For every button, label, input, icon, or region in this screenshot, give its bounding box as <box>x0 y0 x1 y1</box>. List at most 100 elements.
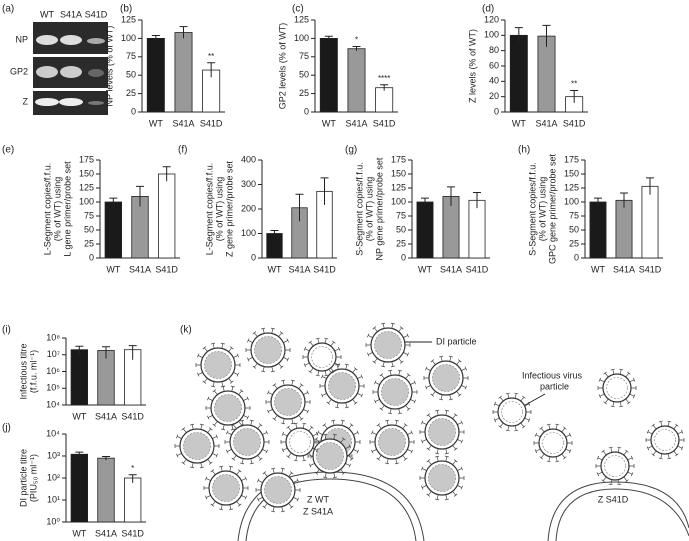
y-tick-label: 10⁶ <box>46 366 60 376</box>
x-tick-label: S41A <box>288 264 310 274</box>
x-tick-label: S41D <box>373 118 396 128</box>
band <box>36 35 58 45</box>
virus-particle <box>533 423 573 463</box>
y-axis-label: L-Segment copies/f.f.u. <box>204 163 214 256</box>
x-tick-label: S41D <box>155 264 178 274</box>
y-axis-label: GPC gene primer/probe set <box>547 153 557 264</box>
di-particle <box>224 419 270 465</box>
spikes <box>597 368 637 408</box>
membrane <box>547 481 689 541</box>
y-axis-label: (% of WT) using <box>52 177 62 242</box>
y-tick-label: 125 <box>79 182 94 192</box>
y-tick-label: 0 <box>401 252 406 262</box>
virus-particle <box>280 422 320 462</box>
error-bar <box>151 34 160 42</box>
y-tick-label: 50 <box>396 224 406 234</box>
bar <box>157 173 176 259</box>
x-tick-label: WT <box>512 118 526 128</box>
panel-letter: (b) <box>120 4 132 15</box>
y-axis-label: S-Segment copies/f.f.u. <box>527 162 537 256</box>
spikes <box>174 423 220 469</box>
di-particle <box>255 467 301 513</box>
diagram-label: Infectious virus <box>522 370 583 380</box>
y-tick-label: 50 <box>299 70 309 80</box>
band <box>35 98 59 106</box>
di-particle <box>265 379 311 425</box>
error-bar <box>295 193 304 222</box>
y-tick-label: 10³ <box>47 450 60 460</box>
lane-label: S41D <box>85 9 108 19</box>
error-bar <box>324 35 333 41</box>
y-tick-label: 25 <box>396 238 406 248</box>
error-bar <box>380 84 389 91</box>
error-bar <box>102 346 110 359</box>
spikes <box>645 420 685 460</box>
core <box>378 428 406 456</box>
error-bar <box>646 177 654 195</box>
row-label: GP2 <box>10 66 28 76</box>
panel-letter: (d) <box>482 4 494 15</box>
error-bar <box>136 185 144 207</box>
panel-letter: (f) <box>178 145 187 156</box>
y-axis-label: L gene primer/probe set <box>62 161 72 257</box>
core <box>214 394 242 422</box>
bar <box>319 38 338 113</box>
di-particle <box>195 342 241 388</box>
y-tick-label: 40 <box>489 76 499 86</box>
di-particle <box>205 385 251 431</box>
bar <box>146 38 165 113</box>
error-bar <box>128 474 137 483</box>
y-axis-label: Infectious titre <box>18 343 28 399</box>
y-tick-label: 100 <box>484 30 499 40</box>
y-tick-label: 80 <box>489 45 499 55</box>
core <box>233 428 261 456</box>
y-axis-label: NP gene primer/probe set <box>374 157 384 260</box>
virus-particle <box>492 392 532 432</box>
y-tick-label: 25 <box>299 88 309 98</box>
x-tick-label: S41D <box>121 528 144 538</box>
di-particle <box>419 409 465 455</box>
y-tick-label: 175 <box>79 154 94 164</box>
y-tick-label: 125 <box>294 14 309 24</box>
x-tick-label: WT <box>322 118 336 128</box>
y-tick-label: 125 <box>564 182 579 192</box>
core <box>328 372 356 400</box>
di-particle <box>203 465 249 511</box>
bar <box>97 457 115 523</box>
y-tick-label: 300 <box>241 179 256 189</box>
panel-letter: (i) <box>2 325 11 336</box>
error-bar <box>270 230 279 237</box>
error-bar <box>594 197 602 206</box>
y-tick-label: 10⁰ <box>46 516 60 526</box>
x-tick-label: S41A <box>440 264 462 274</box>
x-tick-label: WT <box>72 411 86 421</box>
y-tick-label: 60 <box>489 60 499 70</box>
bar <box>97 350 115 406</box>
y-axis-label: Z levels (% of WT) <box>467 29 477 103</box>
spikes <box>533 423 573 463</box>
spikes <box>280 422 320 462</box>
error-bar <box>352 45 361 51</box>
blot: (a) WT S41A S41D NP GP2 Z <box>2 4 108 115</box>
lane-label: WT <box>40 9 54 19</box>
core <box>311 346 333 368</box>
virus-particle <box>302 337 342 377</box>
y-tick-label: 10⁴ <box>46 428 60 438</box>
y-tick-label: 100 <box>564 196 579 206</box>
core <box>183 432 211 460</box>
diagram: (k) DI particle Infectious virus particl… <box>174 322 689 541</box>
di-particle <box>423 355 469 401</box>
y-tick-label: 50 <box>84 224 94 234</box>
core <box>274 388 302 416</box>
diagram-label: DI particle <box>436 336 477 346</box>
y-tick-label: 0 <box>251 252 256 262</box>
y-tick-label: 10⁸ <box>46 332 60 342</box>
x-tick-label: WT <box>106 264 120 274</box>
core <box>604 455 626 477</box>
core <box>428 418 456 446</box>
error-bar <box>514 27 523 43</box>
panel-letter: (c) <box>292 4 304 15</box>
panel-letter: (j) <box>2 423 11 434</box>
membrane <box>555 488 689 541</box>
spikes <box>205 385 251 431</box>
